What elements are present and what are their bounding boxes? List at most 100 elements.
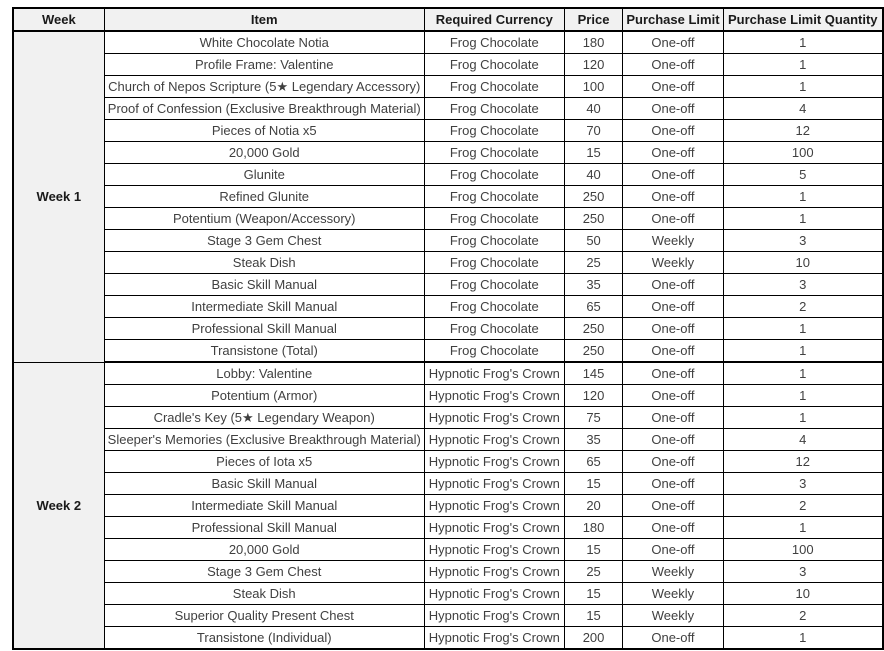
cell-quantity: 10 bbox=[722, 582, 884, 605]
table-row: Intermediate Skill Manual Hypnotic Frog's… bbox=[13, 494, 884, 517]
cell-item: Church of Nepos Scripture (5★ Legendary … bbox=[103, 75, 425, 98]
cell-quantity: 2 bbox=[722, 295, 884, 318]
cell-limit: Weekly bbox=[622, 560, 724, 583]
cell-quantity: 100 bbox=[722, 141, 884, 164]
col-header-item: Item bbox=[103, 7, 425, 32]
cell-quantity: 1 bbox=[722, 317, 884, 340]
table-row: Pieces of Iota x5 Hypnotic Frog's Crown 65… bbox=[13, 450, 884, 473]
cell-price: 75 bbox=[563, 406, 624, 429]
cell-limit: One-off bbox=[622, 185, 724, 208]
cell-quantity: 5 bbox=[722, 163, 884, 186]
table-row: Church of Nepos Scripture (5★ Legendary … bbox=[13, 75, 884, 98]
cell-quantity: 1 bbox=[722, 339, 884, 363]
cell-item: Transistone (Individual) bbox=[103, 626, 425, 650]
cell-price: 40 bbox=[563, 97, 624, 120]
cell-item: Potentium (Armor) bbox=[103, 384, 425, 407]
cell-item: Professional Skill Manual bbox=[103, 317, 425, 340]
cell-currency: Hypnotic Frog's Crown bbox=[423, 428, 565, 451]
cell-currency: Frog Chocolate bbox=[423, 53, 565, 76]
cell-quantity: 3 bbox=[722, 229, 884, 252]
cell-item: Basic Skill Manual bbox=[103, 472, 425, 495]
cell-currency: Hypnotic Frog's Crown bbox=[423, 361, 565, 385]
cell-limit: One-off bbox=[622, 75, 724, 98]
col-header-price: Price bbox=[563, 7, 624, 32]
cell-quantity: 4 bbox=[722, 97, 884, 120]
cell-limit: One-off bbox=[622, 516, 724, 539]
cell-currency: Hypnotic Frog's Crown bbox=[423, 582, 565, 605]
cell-currency: Frog Chocolate bbox=[423, 295, 565, 318]
cell-price: 250 bbox=[563, 207, 624, 230]
cell-currency: Frog Chocolate bbox=[423, 273, 565, 296]
cell-limit: One-off bbox=[622, 361, 724, 385]
cell-limit: Weekly bbox=[622, 229, 724, 252]
cell-limit: Weekly bbox=[622, 582, 724, 605]
cell-currency: Frog Chocolate bbox=[423, 185, 565, 208]
cell-limit: One-off bbox=[622, 141, 724, 164]
cell-currency: Frog Chocolate bbox=[423, 119, 565, 142]
cell-price: 100 bbox=[563, 75, 624, 98]
table-row: Glunite Frog Chocolate 40 One-off 5 bbox=[13, 163, 884, 186]
cell-currency: Frog Chocolate bbox=[423, 97, 565, 120]
cell-quantity: 1 bbox=[722, 53, 884, 76]
cell-limit: One-off bbox=[622, 450, 724, 473]
table-row: Steak Dish Frog Chocolate 25 Weekly 10 bbox=[13, 251, 884, 274]
cell-quantity: 1 bbox=[722, 406, 884, 429]
cell-currency: Hypnotic Frog's Crown bbox=[423, 406, 565, 429]
cell-item: Lobby: Valentine bbox=[103, 361, 425, 385]
cell-item: Steak Dish bbox=[103, 251, 425, 274]
table-row: Basic Skill Manual Frog Chocolate 35 One-of… bbox=[13, 273, 884, 296]
cell-price: 65 bbox=[563, 450, 624, 473]
cell-limit: One-off bbox=[622, 384, 724, 407]
cell-item: Stage 3 Gem Chest bbox=[103, 560, 425, 583]
table-row: Week 2 Lobby: Valentine Hypnotic Frog's Cr… bbox=[12, 361, 884, 650]
cell-currency: Frog Chocolate bbox=[423, 75, 565, 98]
cell-quantity: 1 bbox=[722, 626, 884, 650]
cell-price: 35 bbox=[563, 273, 624, 296]
cell-currency: Hypnotic Frog's Crown bbox=[423, 450, 565, 473]
cell-quantity: 1 bbox=[722, 185, 884, 208]
table-row: Pieces of Notia x5 Frog Chocolate 70 One-of… bbox=[13, 119, 884, 142]
cell-price: 15 bbox=[563, 604, 624, 627]
cell-price: 20 bbox=[563, 494, 624, 517]
table-row: 20,000 Gold Hypnotic Frog's Crown 15 One-of… bbox=[13, 538, 884, 561]
cell-price: 70 bbox=[563, 119, 624, 142]
cell-currency: Frog Chocolate bbox=[423, 141, 565, 164]
cell-limit: One-off bbox=[622, 538, 724, 561]
cell-item: Superior Quality Present Chest bbox=[103, 604, 425, 627]
cell-limit: One-off bbox=[622, 494, 724, 517]
cell-price: 25 bbox=[563, 251, 624, 274]
cell-limit: One-off bbox=[622, 406, 724, 429]
table-row: Potentium (Armor) Hypnotic Frog's Crown 12… bbox=[13, 384, 884, 407]
cell-item: 20,000 Gold bbox=[103, 538, 425, 561]
cell-limit: One-off bbox=[622, 207, 724, 230]
table-row: Stage 3 Gem Chest Hypnotic Frog's Crown 25… bbox=[13, 560, 884, 583]
table-row: Professional Skill Manual Frog Chocolate 2… bbox=[13, 317, 884, 340]
cell-item: Professional Skill Manual bbox=[103, 516, 425, 539]
cell-quantity: 1 bbox=[722, 207, 884, 230]
table-row: Profile Frame: Valentine Frog Chocolate 12… bbox=[13, 53, 884, 76]
cell-price: 145 bbox=[563, 361, 624, 385]
table-row: Sleeper's Memories (Exclusive Breakthrou… bbox=[13, 428, 884, 451]
table-row: Potentium (Weapon/Accessory) Frog Chocola… bbox=[13, 207, 884, 230]
cell-currency: Hypnotic Frog's Crown bbox=[423, 384, 565, 407]
cell-quantity: 12 bbox=[722, 450, 884, 473]
col-header-week: Week bbox=[12, 7, 105, 32]
col-header-purchase-limit-quantity: Purchase Limit Quantity bbox=[722, 7, 884, 32]
cell-limit: One-off bbox=[622, 53, 724, 76]
cell-price: 250 bbox=[563, 339, 624, 363]
table-row: Transistone (Individual) Hypnotic Frog's … bbox=[13, 626, 884, 650]
cell-limit: Weekly bbox=[622, 251, 724, 274]
cell-currency: Hypnotic Frog's Crown bbox=[423, 604, 565, 627]
cell-quantity: 1 bbox=[722, 75, 884, 98]
cell-quantity: 10 bbox=[722, 251, 884, 274]
cell-price: 15 bbox=[563, 472, 624, 495]
cell-item: Steak Dish bbox=[103, 582, 425, 605]
cell-currency: Frog Chocolate bbox=[423, 30, 565, 54]
cell-item: Profile Frame: Valentine bbox=[103, 53, 425, 76]
cell-price: 40 bbox=[563, 163, 624, 186]
cell-quantity: 12 bbox=[722, 119, 884, 142]
cell-price: 50 bbox=[563, 229, 624, 252]
cell-limit: One-off bbox=[622, 30, 724, 54]
table-row: 20,000 Gold Frog Chocolate 15 One-off 100 bbox=[13, 141, 884, 164]
table-row: Superior Quality Present Chest Hypnotic F… bbox=[13, 604, 884, 627]
